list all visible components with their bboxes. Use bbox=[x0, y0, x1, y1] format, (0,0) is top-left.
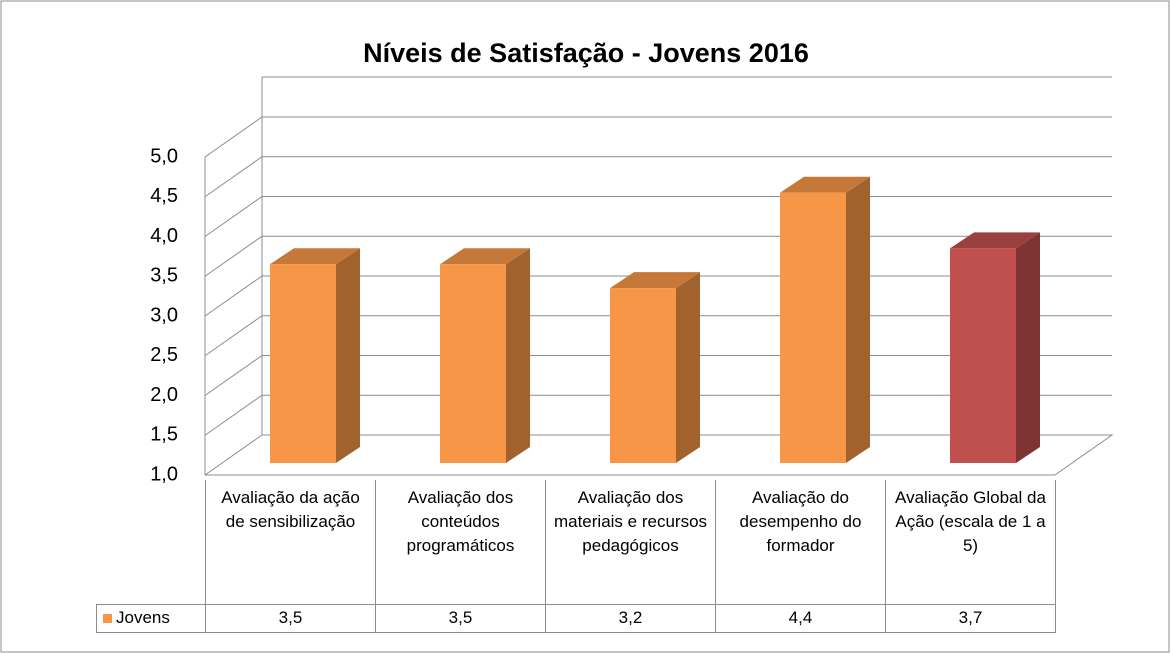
bar-side bbox=[676, 272, 700, 463]
value-label: 3,5 bbox=[205, 603, 376, 633]
bar bbox=[610, 288, 676, 463]
bar bbox=[950, 248, 1016, 463]
x-tick-label: Avaliação dos conteúdos programáticos bbox=[375, 480, 546, 605]
y-tick-label: 3,5 bbox=[150, 265, 178, 287]
legend-label: Jovens bbox=[116, 608, 170, 627]
chart-title: Níveis de Satisfação - Jovens 2016 bbox=[363, 38, 809, 68]
blank-cell bbox=[96, 480, 206, 604]
y-tick-label: 4,5 bbox=[150, 185, 178, 207]
bar-top bbox=[440, 248, 530, 265]
bar-top bbox=[270, 248, 360, 265]
data-table: Avaliação da ação de sensibilização Avali… bbox=[96, 480, 1056, 633]
bar-side bbox=[336, 248, 360, 463]
value-label: 3,2 bbox=[545, 603, 716, 633]
legend-swatch bbox=[103, 614, 112, 623]
bar-top bbox=[950, 232, 1040, 249]
bar-top bbox=[610, 272, 700, 289]
y-tick-label: 3,0 bbox=[150, 304, 178, 326]
legend-cell: Jovens bbox=[96, 603, 206, 633]
bar bbox=[780, 192, 846, 463]
x-tick-label: Avaliação do desempenho do formador bbox=[715, 480, 886, 605]
bar-side bbox=[1016, 232, 1040, 463]
y-tick-label: 2,0 bbox=[150, 384, 178, 406]
category-row: Avaliação da ação de sensibilização Avali… bbox=[96, 480, 1056, 605]
y-tick-label: 2,5 bbox=[150, 344, 178, 366]
y-tick-label: 4,0 bbox=[150, 225, 178, 247]
y-tick-label: 5,0 bbox=[150, 145, 178, 167]
x-tick-label: Avaliação da ação de sensibilização bbox=[205, 480, 376, 605]
value-label: 3,5 bbox=[375, 603, 546, 633]
bar bbox=[270, 264, 336, 463]
bar-top bbox=[780, 176, 870, 193]
y-tick-label: 1,5 bbox=[150, 424, 178, 446]
value-row: Jovens 3,5 3,5 3,2 4,4 3,7 bbox=[96, 603, 1056, 633]
y-tick-label: 1,0 bbox=[150, 463, 178, 485]
bar bbox=[440, 264, 506, 463]
x-tick-label: Avaliação Global da Ação (escala de 1 a … bbox=[885, 480, 1056, 605]
bar-side bbox=[506, 248, 530, 463]
x-tick-label: Avaliação dos materiais e recursos pedag… bbox=[545, 480, 716, 605]
grid-line bbox=[204, 156, 1112, 198]
value-label: 4,4 bbox=[715, 603, 886, 633]
bar-side bbox=[846, 176, 870, 463]
value-label: 3,7 bbox=[885, 603, 1056, 633]
